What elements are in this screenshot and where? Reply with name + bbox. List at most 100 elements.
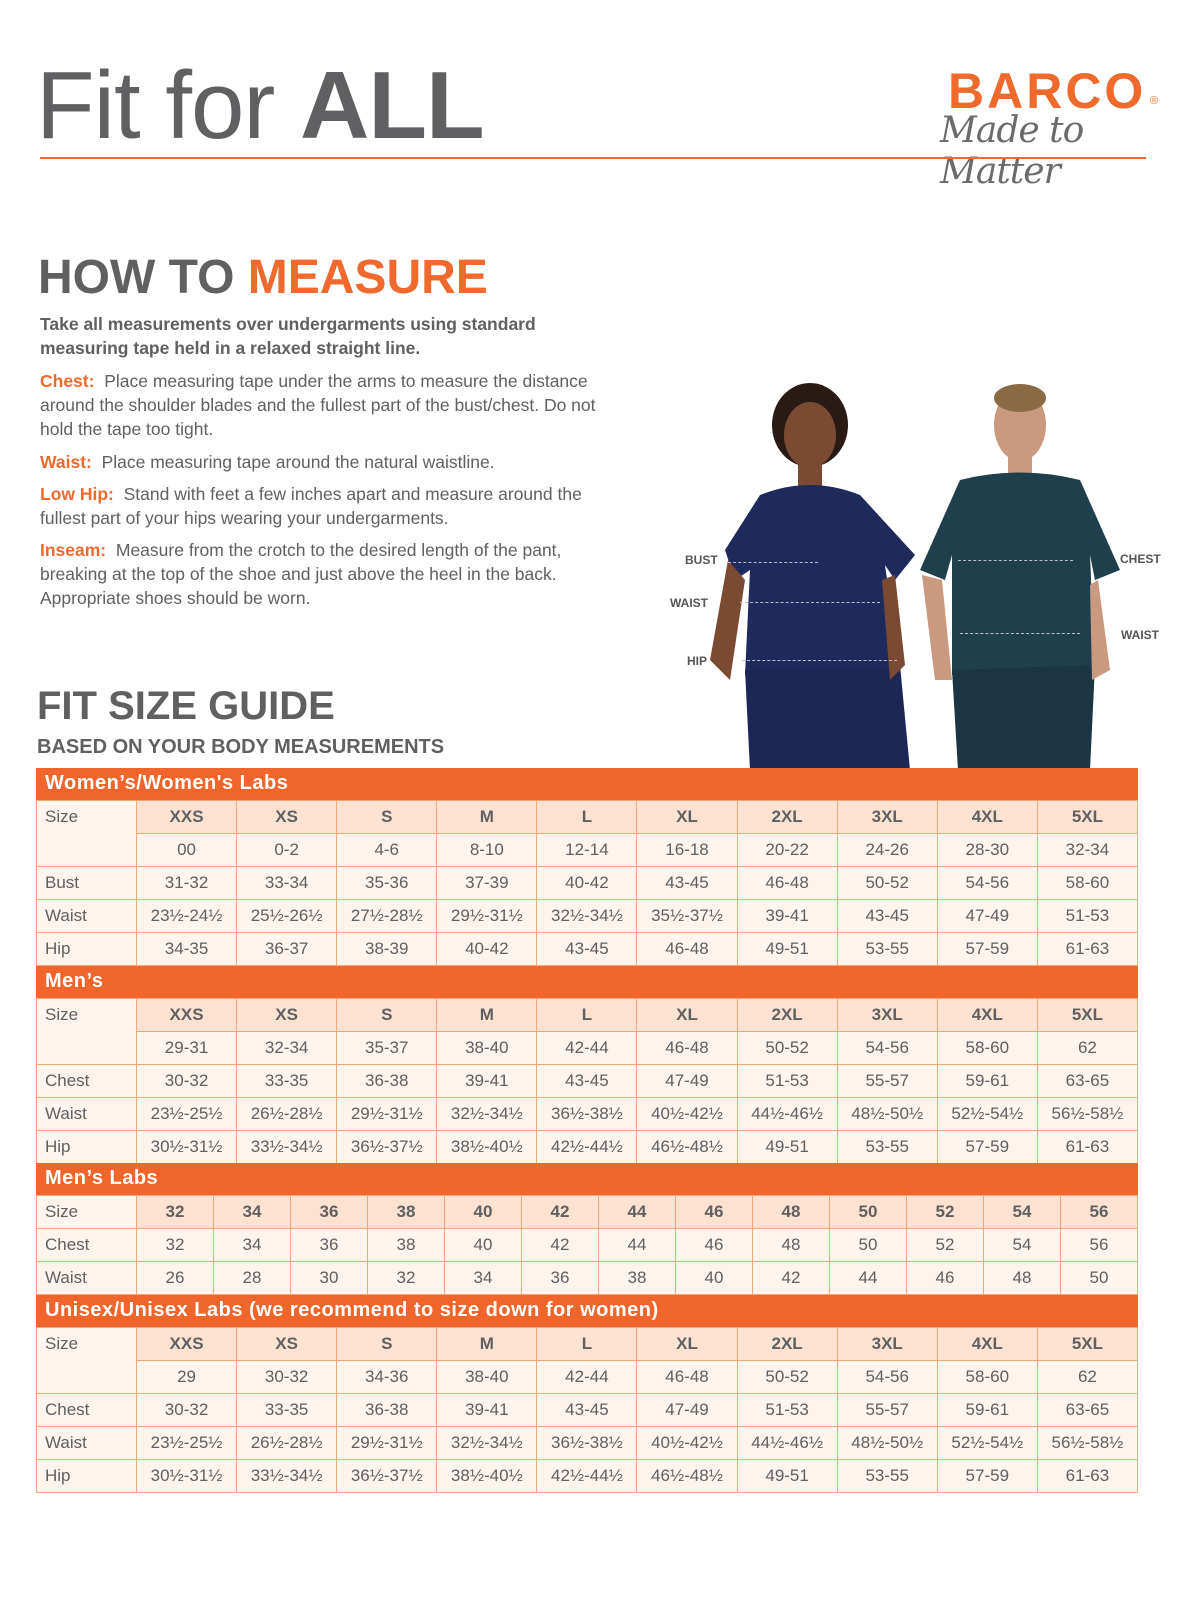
- table-cell: 43-45: [536, 932, 638, 966]
- table-cell: 35-36: [336, 866, 438, 900]
- table-cell: 49-51: [736, 932, 838, 966]
- table-row: Waist 26 28 30 32 34 36 38 40 42 44 46 48 50: [36, 1261, 1138, 1295]
- table-cell: 52½-54½: [936, 1426, 1038, 1460]
- table-cell: 30: [290, 1261, 368, 1295]
- table-cell: 8-10: [436, 833, 538, 867]
- table-row: Waist 23½-24½ 25½-26½ 27½-28½ 29½-31½ 32½-34½…: [36, 899, 1139, 933]
- table-cell: 20-22: [736, 833, 838, 867]
- table-cell: 38½-40½: [436, 1130, 538, 1164]
- table-cell: L: [536, 800, 638, 834]
- woman-figure: [710, 383, 915, 770]
- table-cell: 52: [906, 1195, 984, 1229]
- table-cell: 47-49: [636, 1393, 738, 1427]
- table-cell: 46: [675, 1195, 753, 1229]
- table-cell: 42: [521, 1228, 599, 1262]
- table-row: Size 32 34 36 38 40 42 44 46 48 50 52 54 56: [36, 1195, 1138, 1229]
- table-cell: 32-34: [236, 1031, 338, 1065]
- table-cell: 52½-54½: [936, 1097, 1038, 1131]
- waist-instruction: Waist: Place measuring tape around the n…: [40, 452, 495, 472]
- row-label: Waist: [36, 1426, 137, 1460]
- table-cell: L: [536, 1327, 638, 1361]
- table-cell: 48: [752, 1195, 830, 1229]
- table-cell: S: [336, 800, 438, 834]
- table-cell: 34: [444, 1261, 522, 1295]
- table-cell: 42: [521, 1195, 599, 1229]
- row-label: Chest: [36, 1393, 137, 1427]
- table-cell: 42: [752, 1261, 830, 1295]
- table-cell: 36: [290, 1195, 368, 1229]
- row-label: Size: [36, 1195, 137, 1229]
- page-title: Fit for ALL: [36, 52, 485, 159]
- table-row: Size XXS XS S M L XL 2XL 3XL 4XL 5XL: [36, 998, 1139, 1065]
- table-cell: 4XL: [936, 998, 1038, 1032]
- table-cell: 43-45: [536, 1393, 638, 1427]
- table-cell: 42-44: [536, 1360, 638, 1394]
- table-cell: 46-48: [636, 1031, 738, 1065]
- table-cell: 5XL: [1036, 800, 1139, 834]
- table-cell: 23½-25½: [135, 1097, 238, 1131]
- table-cell: 32: [136, 1195, 214, 1229]
- table-cell: 32½-34½: [436, 1426, 538, 1460]
- table-section-title: Women’s/Women's Labs: [36, 768, 1138, 800]
- table-cell: 52: [906, 1228, 984, 1262]
- table-cell: 36½-37½: [336, 1130, 438, 1164]
- chest-instruction: Chest: Place measuring tape under the ar…: [40, 371, 596, 439]
- table-cell: 57-59: [936, 932, 1038, 966]
- table-cell: 61-63: [1036, 932, 1139, 966]
- table-cell: XL: [636, 800, 738, 834]
- models-photo: [710, 383, 1120, 770]
- table-cell: S: [336, 998, 438, 1032]
- table-row: Hip 30½-31½ 33½-34½ 36½-37½ 38½-40½ 42½-44½ 46…: [36, 1130, 1139, 1164]
- waist-line-men: [960, 633, 1080, 634]
- table-cell: 46-48: [736, 866, 838, 900]
- table-cell: 37-39: [436, 866, 538, 900]
- table-cell: 5XL: [1036, 998, 1139, 1032]
- table-cell: 34-36: [336, 1360, 438, 1394]
- fit-size-guide-heading: FIT SIZE GUIDE: [37, 684, 335, 728]
- table-cell: 29: [135, 1360, 238, 1394]
- table-cell: 33-34: [236, 866, 338, 900]
- table-cell: 32-34: [1036, 833, 1139, 867]
- table-cell: 42½-44½: [536, 1130, 638, 1164]
- table-cell: 49-51: [736, 1459, 838, 1493]
- chest-label: CHEST: [1120, 552, 1161, 566]
- table-cell: 53-55: [836, 1459, 938, 1493]
- table-cell: XXS: [135, 800, 238, 834]
- table-row: Hip 30½-31½ 33½-34½ 36½-37½ 38½-40½ 42½-44½ 46…: [36, 1459, 1139, 1493]
- table-cell: 00: [135, 833, 238, 867]
- row-label: Size: [36, 800, 137, 867]
- table-cell: 5XL: [1036, 1327, 1139, 1361]
- waist-label-women: WAIST: [670, 596, 708, 610]
- table-cell: 33½-34½: [236, 1130, 338, 1164]
- table-row: 29 30-32 34-36 38-40 42-44 46-48 50-52 54-56 58-…: [37, 1360, 1139, 1394]
- table-cell: 30-32: [135, 1064, 238, 1098]
- table-cell: 51-53: [736, 1064, 838, 1098]
- table-cell: 0-2: [236, 833, 338, 867]
- table-cell: 38-39: [336, 932, 438, 966]
- table-cell: 4XL: [936, 800, 1038, 834]
- table-cell: XS: [236, 800, 338, 834]
- table-cell: 40½-42½: [636, 1097, 738, 1131]
- table-section-title: Unisex/Unisex Labs (we recommend to size…: [36, 1295, 1138, 1327]
- table-cell: 2XL: [736, 800, 838, 834]
- table-cell: 36½-37½: [336, 1459, 438, 1493]
- table-cell: 36½-38½: [536, 1426, 638, 1460]
- table-cell: 42½-44½: [536, 1459, 638, 1493]
- table-cell: 58-60: [936, 1360, 1038, 1394]
- how-to-measure-heading: HOW TO MEASURE: [38, 251, 488, 304]
- row-label: Waist: [36, 1261, 137, 1295]
- table-cell: 44½-46½: [736, 1097, 838, 1131]
- table-cell: 35½-37½: [636, 899, 738, 933]
- table-cell: 24-26: [836, 833, 938, 867]
- table-cell: 56: [1060, 1195, 1138, 1229]
- table-section-title: Men’s Labs: [36, 1163, 1138, 1195]
- table-cell: 29-31: [135, 1031, 238, 1065]
- table-cell: 3XL: [836, 998, 938, 1032]
- table-cell: 62: [1036, 1031, 1139, 1065]
- table-cell: 50-52: [736, 1031, 838, 1065]
- table-cell: 47-49: [936, 899, 1038, 933]
- table-cell: 38-40: [436, 1360, 538, 1394]
- table-cell: 40: [444, 1195, 522, 1229]
- table-cell: 23½-24½: [135, 899, 238, 933]
- table-cell: 3XL: [836, 1327, 938, 1361]
